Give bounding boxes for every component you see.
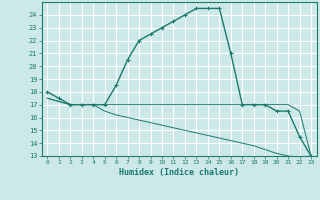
X-axis label: Humidex (Indice chaleur): Humidex (Indice chaleur) bbox=[119, 168, 239, 177]
